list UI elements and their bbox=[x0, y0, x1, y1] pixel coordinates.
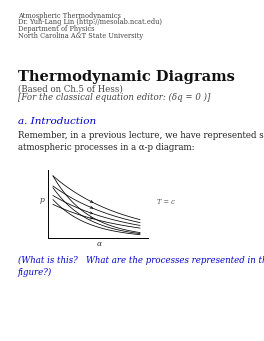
Text: (What is this?   What are the processes represented in the
figure?): (What is this? What are the processes re… bbox=[18, 256, 264, 278]
Text: T = c: T = c bbox=[157, 198, 175, 206]
Text: Dr. Yuh-Lang Lin (http://mesolab.ncat.edu): Dr. Yuh-Lang Lin (http://mesolab.ncat.ed… bbox=[18, 18, 162, 27]
Text: α: α bbox=[97, 240, 102, 248]
Text: (Based on Ch.5 of Hess): (Based on Ch.5 of Hess) bbox=[18, 85, 123, 94]
Text: Remember, in a previous lecture, we have represented some
atmospheric processes : Remember, in a previous lecture, we have… bbox=[18, 131, 264, 152]
Text: p: p bbox=[40, 196, 45, 204]
Text: Atmospheric Thermodynamics: Atmospheric Thermodynamics bbox=[18, 12, 121, 20]
Text: Thermodynamic Diagrams: Thermodynamic Diagrams bbox=[18, 70, 235, 84]
Text: Department of Physics: Department of Physics bbox=[18, 25, 95, 33]
Text: [For the classical equation editor: (δq = 0 )]: [For the classical equation editor: (δq … bbox=[18, 93, 210, 102]
Text: a. Introduction: a. Introduction bbox=[18, 117, 96, 126]
Text: North Carolina A&T State University: North Carolina A&T State University bbox=[18, 31, 143, 40]
